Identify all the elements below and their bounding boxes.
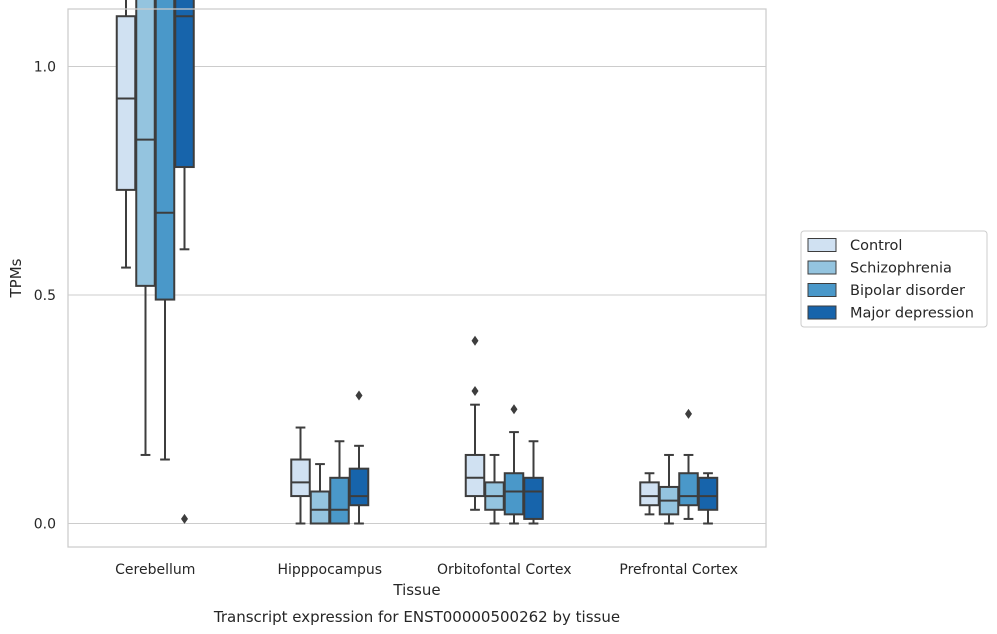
box-control	[639, 472, 660, 516]
y-tick-label: 0.5	[34, 288, 56, 304]
box-iqr	[174, 0, 195, 169]
legend-label: Major depression	[850, 306, 974, 322]
x-tick-labels: Cerebellum Hipppocampus Orbitofontal Corte…	[115, 562, 738, 578]
outlier-point	[685, 408, 692, 419]
box-iqr	[464, 453, 486, 498]
box-iqr	[135, 0, 156, 287]
box-iqr	[678, 472, 699, 507]
box-iqr	[290, 458, 311, 498]
boxplots	[115, 0, 719, 525]
box-control	[290, 426, 311, 525]
y-axis-label: TPMs	[7, 258, 25, 298]
box-schizophrenia	[658, 453, 680, 525]
box-bipolar-disorder	[154, 0, 176, 461]
plot-frame	[67, 8, 767, 548]
x-tick-label: Orbitofontal Cortex	[437, 562, 572, 578]
legend-label: Bipolar disorder	[850, 283, 965, 299]
box-iqr	[348, 467, 370, 507]
legend-swatch	[807, 283, 837, 297]
box-iqr	[639, 481, 660, 507]
box-control	[464, 335, 486, 511]
outlier-point	[510, 404, 518, 415]
y-tick-label: 0.0	[34, 517, 56, 533]
box-bipolar-disorder	[329, 440, 350, 525]
box-major-depression	[174, 0, 195, 524]
box-iqr	[329, 476, 350, 525]
box-bipolar-disorder	[678, 408, 699, 520]
box-major-depression	[523, 440, 544, 525]
legend-label: Schizophrenia	[850, 261, 952, 277]
chart-caption: Transcript expression for ENST0000050026…	[213, 608, 620, 626]
legend-label: Control	[850, 238, 902, 254]
legend-swatch	[807, 260, 837, 275]
box-iqr	[503, 472, 525, 516]
legend-frame	[800, 230, 988, 328]
legend-swatch	[807, 305, 837, 320]
box-control	[115, 0, 137, 269]
x-axis-label: Tissue	[392, 581, 440, 599]
x-tick-label: Prefrontal Cortex	[619, 562, 738, 578]
box-iqr	[309, 490, 331, 525]
box-iqr	[154, 0, 176, 301]
box-bipolar-disorder	[503, 404, 525, 525]
box-iqr	[115, 15, 137, 191]
box-iqr	[697, 476, 719, 511]
box-schizophrenia	[135, 0, 156, 456]
y-tick-labels: 0.00.51.01.52.0	[34, 60, 56, 533]
box-schizophrenia	[309, 463, 331, 525]
outlier-point	[181, 513, 188, 524]
outlier-point	[355, 390, 363, 401]
x-tick-label: Cerebellum	[115, 562, 195, 578]
outlier-point	[471, 335, 479, 346]
outlier-point	[471, 385, 479, 396]
legend-swatch	[807, 238, 837, 252]
box-major-depression	[348, 390, 370, 525]
x-tick-label: Hipppocampus	[277, 562, 382, 578]
y-tick-label: 1.0	[34, 60, 56, 76]
box-schizophrenia	[484, 453, 505, 525]
box-iqr	[523, 476, 544, 520]
legend: Control Schizophrenia Bipolar disorder Majo…	[800, 230, 988, 328]
box-major-depression	[697, 472, 719, 525]
